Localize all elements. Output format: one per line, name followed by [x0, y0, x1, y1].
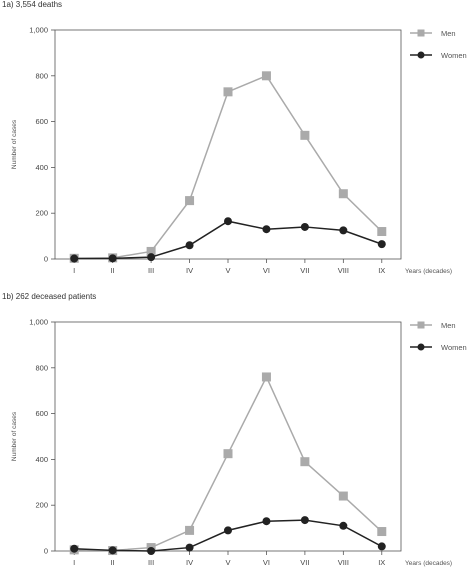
y-tick-label: 200	[35, 209, 48, 218]
chart-panel-1b: 1b) 262 deceased patients 0 200 400 600 800 1…	[0, 292, 470, 584]
x-tick-label: IX	[378, 266, 385, 275]
x-tick-label: VI	[263, 266, 270, 275]
data-point-men	[261, 372, 271, 382]
data-point-women	[224, 217, 232, 226]
data-point-women	[377, 240, 386, 249]
y-tick-label: 400	[35, 455, 48, 464]
data-point-women	[377, 542, 386, 551]
x-tick-label: I	[73, 266, 75, 275]
legend-label-women: Women	[441, 51, 467, 60]
data-point-men	[185, 196, 195, 206]
series-line-women	[74, 220, 383, 260]
x-tick-label: II	[111, 266, 115, 275]
data-point-women	[339, 226, 348, 235]
data-point-men	[223, 87, 233, 97]
data-point-men	[377, 527, 387, 537]
x-tick-label: V	[225, 558, 230, 567]
data-point-men	[223, 449, 233, 459]
data-point-women	[70, 544, 79, 553]
data-point-women	[185, 543, 194, 552]
legend-marker-women	[417, 51, 425, 59]
data-point-men	[300, 457, 310, 467]
legend-label-men: Men	[441, 29, 456, 38]
chart-title: 1b) 262 deceased patients	[2, 292, 97, 301]
legend-marker-women	[417, 343, 425, 351]
y-tick-label: 800	[35, 71, 48, 80]
data-point-women	[300, 222, 309, 231]
x-tick-label: III	[148, 558, 154, 567]
x-tick-label: VIII	[338, 558, 349, 567]
x-tick-label: VI	[263, 558, 270, 567]
data-point-women	[147, 547, 156, 555]
series-line-women	[74, 519, 383, 552]
y-axis-title: Number of cases	[11, 411, 18, 461]
legend-label-women: Women	[441, 343, 467, 352]
data-point-men	[377, 227, 387, 237]
data-point-men	[146, 246, 156, 256]
data-point-women	[262, 225, 271, 234]
chart-title: 1a) 3,554 deaths	[2, 0, 63, 9]
legend-label-men: Men	[441, 321, 456, 330]
x-tick-label: IV	[186, 558, 193, 567]
legend-marker-men	[417, 321, 425, 329]
x-tick-label: VII	[300, 558, 309, 567]
data-point-men	[185, 525, 195, 535]
y-tick-label: 600	[35, 117, 48, 126]
y-tick-label: 1,000	[29, 318, 48, 327]
data-point-women	[262, 517, 271, 526]
x-tick-label: VII	[300, 266, 309, 275]
x-axis-title: Years (decades)	[405, 268, 452, 275]
data-point-men	[261, 71, 271, 81]
y-tick-label: 800	[35, 363, 48, 372]
data-point-women	[339, 521, 348, 530]
data-point-women	[108, 546, 117, 555]
y-tick-label: 1,000	[29, 26, 48, 35]
data-point-men	[338, 491, 348, 501]
y-tick-label: 600	[35, 409, 48, 418]
y-tick-label: 400	[35, 163, 48, 172]
chart-panel-1a: 1a) 3,554 deaths 0 200 400 600 800 1,000 I II II…	[0, 0, 470, 292]
x-tick-label: IX	[378, 558, 385, 567]
legend-marker-men	[417, 29, 425, 37]
x-tick-label: I	[73, 558, 75, 567]
data-point-women	[185, 241, 194, 250]
data-point-women	[108, 254, 117, 263]
x-axis-title: Years (decades)	[405, 560, 452, 567]
data-point-men	[300, 130, 310, 140]
data-point-women	[224, 526, 232, 535]
x-tick-label: III	[148, 266, 154, 275]
x-tick-label: IV	[186, 266, 193, 275]
x-tick-label: II	[111, 558, 115, 567]
plot-frame	[54, 321, 402, 552]
y-axis-title: Number of cases	[11, 119, 18, 169]
data-point-women	[147, 253, 156, 262]
data-point-women	[70, 254, 79, 263]
y-tick-label: 0	[44, 255, 48, 264]
y-tick-label: 200	[35, 501, 48, 510]
data-point-men	[338, 189, 348, 199]
data-point-women	[300, 516, 309, 525]
x-tick-label: VIII	[338, 266, 349, 275]
x-tick-label: V	[225, 266, 230, 275]
y-tick-label: 0	[44, 547, 48, 556]
series-line-men	[74, 74, 383, 260]
